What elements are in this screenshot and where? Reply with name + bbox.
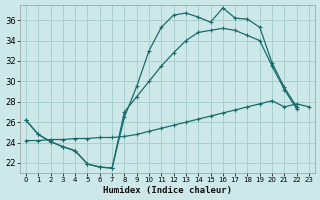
X-axis label: Humidex (Indice chaleur): Humidex (Indice chaleur) [103,186,232,195]
